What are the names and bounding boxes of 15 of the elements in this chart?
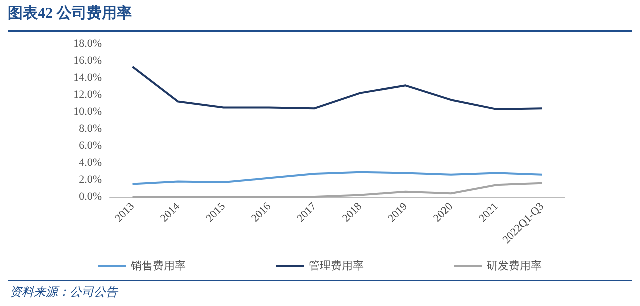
y-tick-label: 16.0% — [74, 55, 102, 67]
y-tick-label: 10.0% — [74, 106, 102, 118]
y-tick-label: 0.0% — [79, 191, 102, 203]
chart-title: 图表42 公司费用率 — [8, 4, 132, 23]
legend-label: 销售费用率 — [130, 260, 186, 272]
y-tick-label: 2.0% — [79, 174, 102, 186]
legend-label: 研发费用率 — [487, 260, 542, 272]
y-tick-label: 8.0% — [79, 123, 102, 135]
y-tick-label: 6.0% — [79, 140, 102, 152]
text: 资料来源：公司公告 — [10, 284, 118, 301]
legend-label: 管理费用率 — [309, 260, 364, 272]
y-tick-label: 12.0% — [74, 89, 102, 101]
y-tick-label: 14.0% — [74, 72, 102, 84]
y-tick-label: 4.0% — [79, 157, 102, 169]
y-tick-label: 18.0% — [74, 38, 102, 50]
